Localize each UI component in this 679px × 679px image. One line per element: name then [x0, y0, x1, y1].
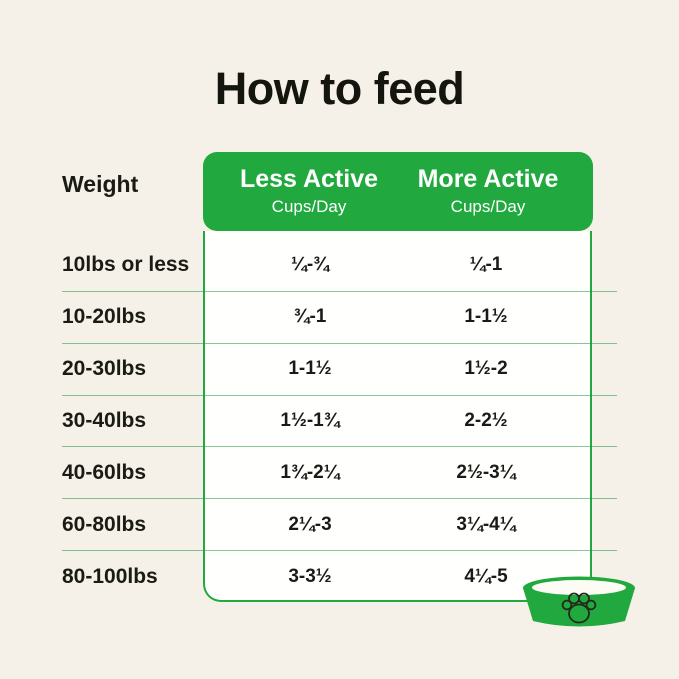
row-more-active-value: ¼-1 — [469, 253, 503, 275]
less-active-label: Less Active — [239, 165, 379, 194]
row-more-active-value: 1½-2 — [464, 358, 508, 380]
row-more-active-value: 2-2½ — [464, 410, 508, 432]
row-weight-label: 60-80lbs — [62, 512, 147, 536]
row-more-active-value: 4¼-5 — [464, 565, 508, 587]
page-title: How to feed — [214, 63, 465, 114]
row-less-active-value: 3-3½ — [288, 565, 332, 587]
table-row: 40-60lbs 1¾-2¼ 2½-3¼ — [62, 447, 617, 500]
column-header-more-active: More Active Cups/Day — [378, 152, 598, 231]
table-body-panel — [203, 231, 592, 602]
dog-bowl-paw-icon — [523, 576, 635, 627]
row-less-active-value: 1-1½ — [288, 358, 332, 380]
table-row: 80-100lbs 3-3½ 4¼-5 — [62, 551, 617, 602]
more-active-sublabel: Cups/Day — [450, 196, 526, 216]
row-less-active-value: 1¾-2¼ — [280, 461, 340, 483]
row-weight-label: 40-60lbs — [62, 460, 147, 484]
row-weight-label: 30-40lbs — [62, 409, 147, 433]
row-less-active-value: ¼-¾ — [290, 253, 330, 275]
table-row: 60-80lbs 2¼-3 3¼-4¼ — [62, 499, 617, 552]
row-weight-label: 10-20lbs — [62, 305, 147, 329]
table-row: 30-40lbs 1½-1¾ 2-2½ — [62, 396, 617, 448]
less-active-sublabel: Cups/Day — [271, 196, 347, 216]
column-header-less-active: Less Active Cups/Day — [199, 152, 419, 231]
table-header: Less Active Cups/Day More Active Cups/Da… — [203, 152, 593, 231]
table-rows: 10lbs or less ¼-¾ ¼-1 10-20lbs ¾-1 1-1½ … — [62, 231, 617, 602]
more-active-label: More Active — [417, 165, 559, 194]
table-row: 10lbs or less ¼-¾ ¼-1 — [62, 231, 617, 292]
row-weight-label: 80-100lbs — [62, 564, 158, 588]
row-more-active-value: 2½-3¼ — [456, 461, 516, 483]
row-weight-label: 10lbs or less — [62, 252, 190, 276]
paw-print-icon — [561, 592, 597, 624]
row-weight-label: 20-30lbs — [62, 357, 147, 381]
row-more-active-value: 1-1½ — [464, 306, 508, 328]
weight-column-header: Weight — [62, 171, 139, 197]
row-less-active-value: 1½-1¾ — [280, 410, 340, 432]
row-less-active-value: 2¼-3 — [288, 513, 332, 535]
table-row: 20-30lbs 1-1½ 1½-2 — [62, 344, 617, 396]
row-less-active-value: ¾-1 — [293, 306, 327, 328]
row-more-active-value: 3¼-4¼ — [456, 513, 516, 535]
table-row: 10-20lbs ¾-1 1-1½ — [62, 292, 617, 344]
